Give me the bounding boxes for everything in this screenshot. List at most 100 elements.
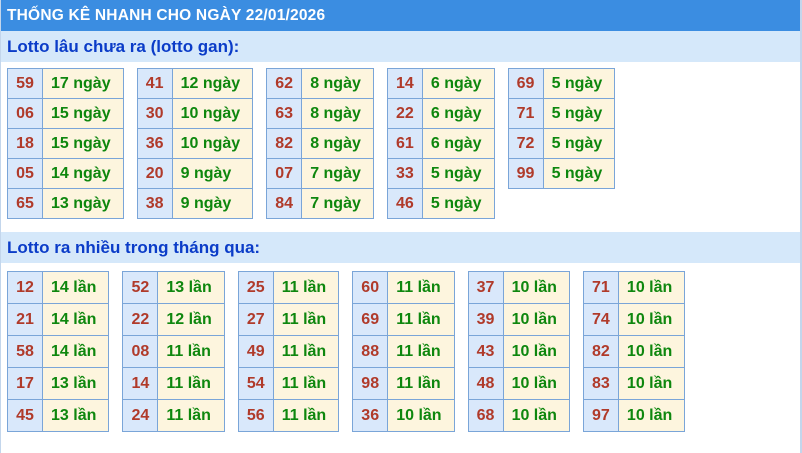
lotto-number-cell: 41 (136, 68, 173, 99)
lotto-number-cell: 24 (122, 399, 159, 432)
lotto-column-table: 14 6 ngày 22 6 ngày 61 6 ngày 33 5 ngày 46 5 ngày (386, 68, 495, 219)
lotto-frequency-cell: 14 lần (41, 303, 110, 336)
lotto-frequency-cell: 10 lần (502, 335, 570, 368)
lotto-frequency-cell: 9 ngày (171, 158, 254, 189)
section-heading-lotto-gan: Lotto lâu chưa ra (lotto gan): (1, 31, 800, 62)
lotto-frequency-cell: 14 lần (41, 271, 110, 304)
section-heading-lotto-hot: Lotto ra nhiều trong tháng qua: (1, 232, 800, 263)
lotto-row: 62 8 ngày (266, 68, 374, 99)
lotto-number-cell: 33 (386, 158, 423, 189)
lotto-row: 74 10 lần (582, 303, 686, 336)
lotto-row: 56 11 lần (237, 399, 340, 432)
lotto-row: 54 11 lần (237, 367, 340, 400)
lotto-frequency-cell: 10 ngày (171, 98, 254, 129)
lotto-row: 72 5 ngày (507, 128, 616, 159)
lotto-number-cell: 07 (266, 158, 303, 189)
lotto-row: 98 11 lần (352, 367, 455, 400)
lotto-row: 69 11 lần (352, 303, 455, 336)
lotto-row: 71 10 lần (582, 271, 686, 304)
lotto-number-cell: 58 (7, 335, 43, 368)
lotto-number-cell: 83 (582, 367, 619, 400)
lotto-number-cell: 18 (7, 128, 43, 159)
lotto-frequency-cell: 14 lần (41, 335, 110, 368)
lotto-row: 65 13 ngày (7, 188, 124, 219)
lotto-frequency-cell: 11 lần (387, 335, 455, 368)
lotto-frequency-cell: 5 ngày (542, 98, 616, 129)
lotto-number-cell: 20 (136, 158, 173, 189)
lotto-number-cell: 14 (386, 68, 423, 99)
lotto-row: 82 8 ngày (266, 128, 374, 159)
lotto-row: 48 10 lần (467, 367, 570, 400)
lotto-column-table: 52 13 lần 22 12 lần 08 11 lần 14 11 lần 24 11 lần (122, 271, 225, 432)
lotto-frequency-cell: 10 lần (502, 399, 570, 432)
lotto-column-table: 62 8 ngày 63 8 ngày 82 8 ngày 07 7 ngày 84 7 ngày (266, 68, 374, 219)
lotto-row: 49 11 lần (237, 335, 340, 368)
lotto-number-cell: 72 (507, 128, 544, 159)
lotto-column-table: 71 10 lần 74 10 lần 82 10 lần 83 10 lần 97 10 lần (582, 271, 686, 432)
lotto-frequency-cell: 10 lần (502, 367, 570, 400)
lotto-frequency-cell: 6 ngày (421, 68, 495, 99)
lotto-number-cell: 99 (507, 158, 544, 189)
lotto-row: 61 6 ngày (386, 128, 495, 159)
section-lotto-hot: Lotto ra nhiều trong tháng qua: 12 14 lần… (1, 232, 800, 432)
lotto-number-cell: 46 (386, 188, 423, 219)
lotto-row: 82 10 lần (582, 335, 686, 368)
lotto-row: 52 13 lần (122, 271, 225, 304)
lotto-row: 33 5 ngày (386, 158, 495, 189)
lotto-frequency-cell: 6 ngày (421, 128, 495, 159)
lotto-row: 59 17 ngày (7, 68, 124, 99)
lotto-frequency-cell: 11 lần (157, 399, 225, 432)
lotto-number-cell: 69 (507, 68, 544, 99)
lotto-row: 05 14 ngày (7, 158, 124, 189)
section-lotto-gan: Lotto lâu chưa ra (lotto gan): 59 17 ngày… (1, 31, 800, 219)
lotto-frequency-cell: 10 lần (617, 335, 686, 368)
lotto-frequency-cell: 15 ngày (42, 128, 124, 159)
lotto-row: 83 10 lần (582, 367, 686, 400)
lotto-hot-tables: 12 14 lần 21 14 lần 58 14 lần 17 13 lần 45 13 lần… (7, 271, 800, 432)
lotto-row: 58 14 lần (7, 335, 110, 368)
lotto-frequency-cell: 15 ngày (42, 98, 124, 129)
lotto-row: 25 11 lần (237, 271, 340, 304)
lotto-frequency-cell: 5 ngày (421, 188, 495, 219)
lotto-row: 38 9 ngày (136, 188, 254, 219)
lotto-frequency-cell: 10 lần (387, 399, 455, 432)
lotto-row: 27 11 lần (237, 303, 340, 336)
lotto-row: 17 13 lần (7, 367, 110, 400)
lotto-number-cell: 06 (7, 98, 43, 129)
lotto-column-table: 25 11 lần 27 11 lần 49 11 lần 54 11 lần 56 11 lần (237, 271, 340, 432)
lotto-number-cell: 14 (122, 367, 159, 400)
lotto-number-cell: 84 (266, 188, 303, 219)
lotto-row: 08 11 lần (122, 335, 225, 368)
lotto-row: 36 10 lần (352, 399, 455, 432)
lotto-number-cell: 68 (467, 399, 504, 432)
lotto-gan-tables: 59 17 ngày 06 15 ngày 18 15 ngày 05 14 ngày 65 13… (7, 68, 800, 219)
lotto-number-cell: 61 (386, 128, 423, 159)
lotto-row: 39 10 lần (467, 303, 570, 336)
lotto-row: 63 8 ngày (266, 98, 374, 129)
lotto-number-cell: 39 (467, 303, 504, 336)
lotto-row: 14 11 lần (122, 367, 225, 400)
lotto-frequency-cell: 12 ngày (171, 68, 254, 99)
lotto-frequency-cell: 5 ngày (542, 158, 616, 189)
lotto-column-table: 41 12 ngày 30 10 ngày 36 10 ngày 20 9 ngày 38 9 n… (136, 68, 254, 219)
lotto-frequency-cell: 11 lần (157, 335, 225, 368)
lotto-number-cell: 60 (352, 271, 389, 304)
lotto-frequency-cell: 11 lần (272, 399, 340, 432)
lotto-row: 37 10 lần (467, 271, 570, 304)
lotto-number-cell: 12 (7, 271, 43, 304)
lotto-number-cell: 65 (7, 188, 43, 219)
lotto-row: 22 12 lần (122, 303, 225, 336)
lotto-frequency-cell: 7 ngày (301, 188, 374, 219)
lotto-frequency-cell: 10 ngày (171, 128, 254, 159)
lotto-frequency-cell: 13 lần (157, 271, 225, 304)
lotto-number-cell: 82 (582, 335, 619, 368)
lotto-number-cell: 27 (237, 303, 274, 336)
lotto-frequency-cell: 8 ngày (301, 68, 374, 99)
lotto-frequency-cell: 5 ngày (542, 68, 616, 99)
lotto-number-cell: 36 (352, 399, 389, 432)
lotto-number-cell: 37 (467, 271, 504, 304)
lotto-number-cell: 45 (7, 399, 43, 432)
lotto-row: 60 11 lần (352, 271, 455, 304)
lotto-row: 84 7 ngày (266, 188, 374, 219)
lotto-row: 99 5 ngày (507, 158, 616, 189)
